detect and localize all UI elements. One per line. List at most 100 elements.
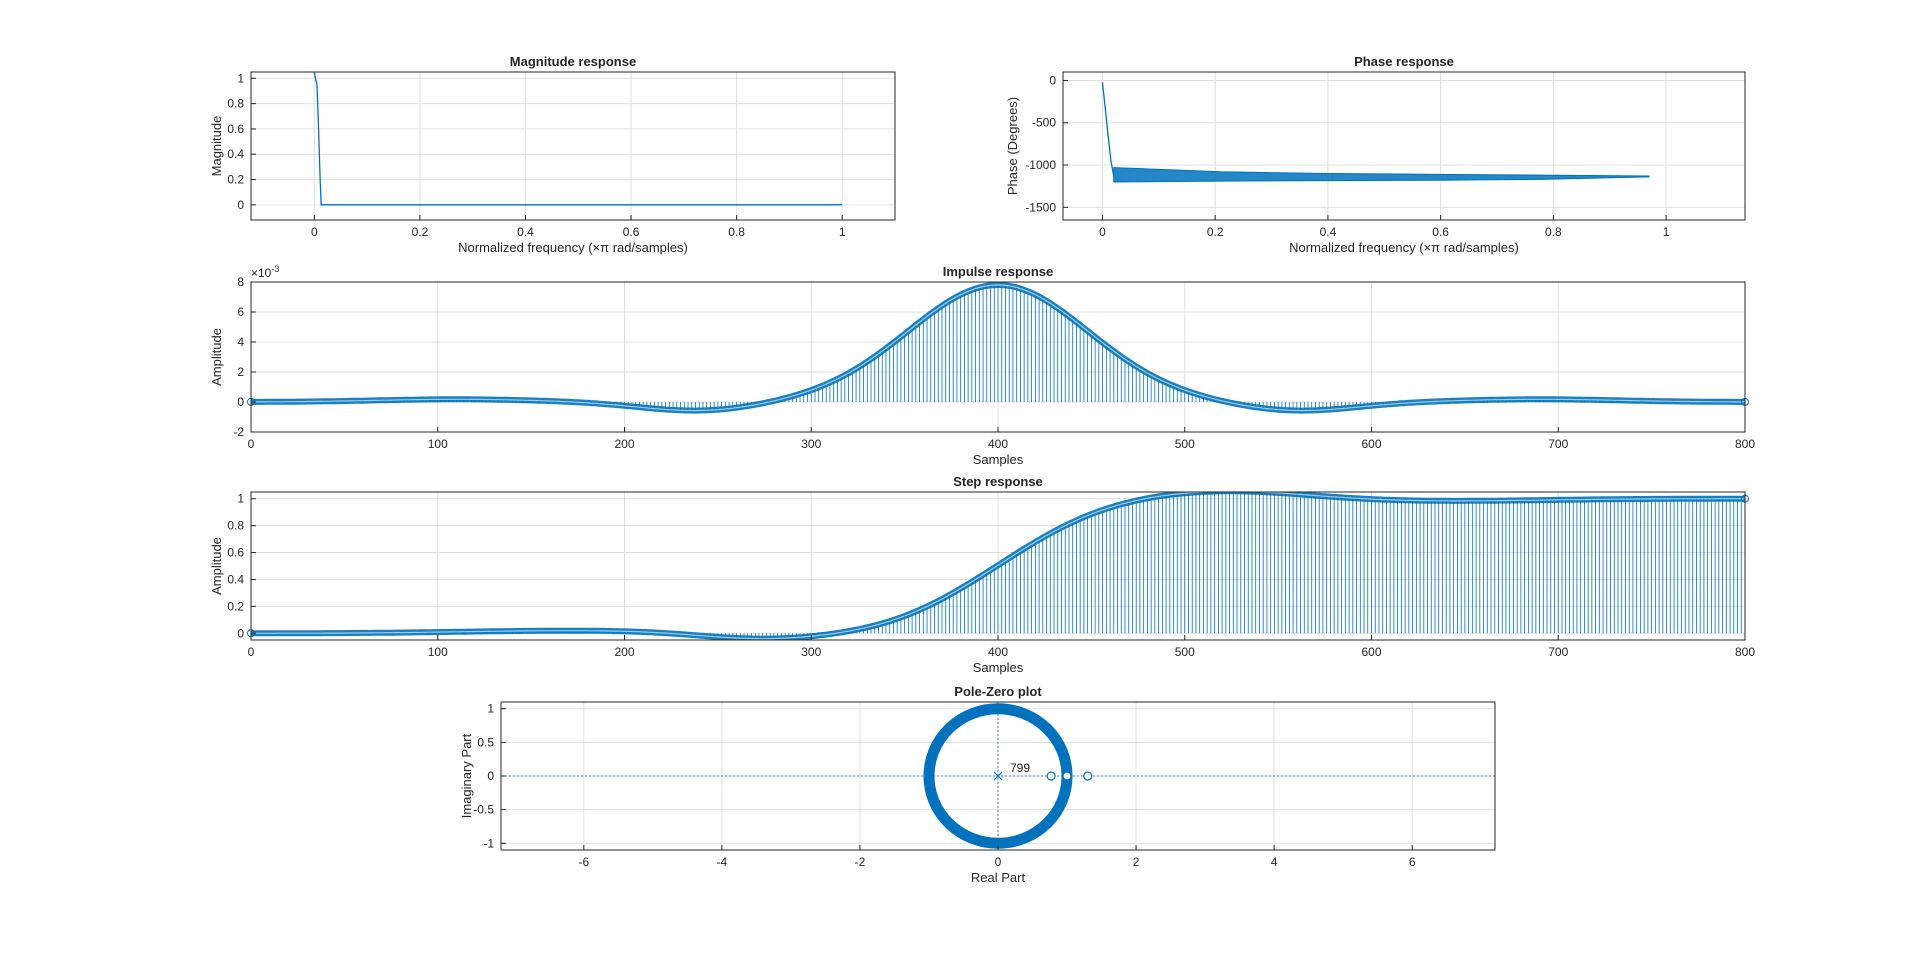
step-ytick-label: 0.6 <box>227 546 244 560</box>
magnitude-axes-box <box>250 71 896 221</box>
polezero-ytick-label: 0.5 <box>477 735 494 749</box>
impulse-chart: 0 100 200 300 400 500 600 700 800 -2 0 2 4 6 8 Impulse … <box>209 264 1755 467</box>
magnitude-title: Magnitude response <box>510 54 636 69</box>
impulse-xtick-label: 700 <box>1548 437 1568 451</box>
magnitude-ylabel: Magnitude <box>209 116 224 177</box>
step-xtick-label: 200 <box>614 645 634 659</box>
phase-xtick-label: 0.6 <box>1432 225 1449 239</box>
magnitude-ytick-label: 0.8 <box>227 97 244 111</box>
step-xtick-label: 300 <box>801 645 821 659</box>
phase-xtick-label: 0 <box>1099 225 1106 239</box>
step-plot-area <box>251 492 1745 640</box>
step-chart: 0 100 200 300 400 500 600 700 800 0 0.2 0.4 0.6 0.8 1 S… <box>209 474 1755 675</box>
phase-plot-area <box>1101 82 1650 183</box>
impulse-marker-highlight <box>251 284 1745 412</box>
phase-title: Phase response <box>1354 54 1454 69</box>
step-xtick-label: 400 <box>988 645 1008 659</box>
phase-axes-box <box>1062 71 1746 221</box>
step-xlabel: Samples <box>973 660 1024 675</box>
magnitude-xtick-label: 0.8 <box>728 225 745 239</box>
step-ytick-label: 1 <box>237 492 244 506</box>
step-title: Step response <box>953 474 1043 489</box>
polezero-title: Pole-Zero plot <box>954 684 1042 699</box>
phase-ytick-label: -1000 <box>1025 158 1056 172</box>
polezero-ytick-label: -1 <box>483 836 494 850</box>
magnitude-ytick-label: 1 <box>237 71 244 85</box>
impulse-ytick-label: 2 <box>237 365 244 379</box>
phase-chart: 0 0.2 0.4 0.6 0.8 1 0 -500 -1000 -1500 Phase respo… <box>1005 54 1746 255</box>
impulse-xtick-label: 200 <box>614 437 634 451</box>
impulse-xtick-label: 0 <box>248 437 255 451</box>
pz-zero <box>1083 771 1093 781</box>
impulse-ylabel: Amplitude <box>209 328 224 386</box>
step-ytick-label: 0.8 <box>227 519 244 533</box>
polezero-xtick-label: 0 <box>995 855 1002 869</box>
pz-zero <box>1062 771 1072 781</box>
pz-pole <box>993 771 1003 781</box>
magnitude-xtick-label: 0.4 <box>517 225 534 239</box>
impulse-ytick-label: 0 <box>237 395 244 409</box>
polezero-xtick-label: -6 <box>578 855 589 869</box>
phase-xtick-label: 1 <box>1663 225 1670 239</box>
phase-xtick-label: 0.4 <box>1320 225 1337 239</box>
impulse-ytick-label: 6 <box>237 305 244 319</box>
phase-line <box>1101 82 1115 177</box>
polezero-ylabel: Imaginary Part <box>459 733 474 818</box>
magnitude-ytick-label: 0.2 <box>227 173 244 187</box>
impulse-exponent: ×10-3 <box>251 264 279 280</box>
magnitude-xtick-label: 0.2 <box>412 225 429 239</box>
step-marker-highlight <box>251 492 1745 640</box>
impulse-xtick-label: 600 <box>1361 437 1381 451</box>
polezero-ytick-label: -0.5 <box>473 803 494 817</box>
impulse-ytick-label: -2 <box>233 425 244 439</box>
impulse-ytick-label: 4 <box>237 335 244 349</box>
step-xtick-label: 0 <box>248 645 255 659</box>
magnitude-plot-area <box>313 72 843 206</box>
step-xtick-label: 600 <box>1361 645 1381 659</box>
polezero-chart: 799 -6 -4 -2 0 2 4 6 -1 -0.5 0 0.5 1 Pole-Zero plot Re… <box>459 684 1496 885</box>
magnitude-xlabel: Normalized frequency (×π rad/samples) <box>458 240 688 255</box>
magnitude-xtick-label: 0.6 <box>623 225 640 239</box>
step-ytick-label: 0 <box>237 626 244 640</box>
step-xtick-label: 700 <box>1548 645 1568 659</box>
phase-xtick-label: 0.2 <box>1207 225 1224 239</box>
pz-zero <box>1046 771 1056 781</box>
phase-ytick-label: -500 <box>1032 116 1056 130</box>
impulse-exponent-base: ×10 <box>251 266 272 280</box>
impulse-xtick-label: 500 <box>1175 437 1195 451</box>
phase-xtick-label: 0.8 <box>1545 225 1562 239</box>
impulse-exponent-power: -3 <box>271 264 279 274</box>
phase-xlabel: Normalized frequency (×π rad/samples) <box>1289 240 1519 255</box>
step-xtick-label: 100 <box>428 645 448 659</box>
step-ytick-label: 0.4 <box>227 572 244 586</box>
step-ylabel: Amplitude <box>209 537 224 595</box>
magnitude-xtick-label: 1 <box>839 225 846 239</box>
phase-ytick-label: 0 <box>1049 73 1056 87</box>
impulse-ytick-label: 8 <box>237 275 244 289</box>
phase-band <box>1113 167 1650 183</box>
pz-pole-multiplicity: 799 <box>1010 761 1030 775</box>
magnitude-chart: 0 0.2 0.4 0.6 0.8 1 0 0.2 0.4 0.6 0.8 1 Magnitude re… <box>209 54 896 255</box>
step-xtick-label: 500 <box>1175 645 1195 659</box>
phase-ylabel: Phase (Degrees) <box>1005 97 1020 195</box>
phase-ytick-label: -1500 <box>1025 200 1056 214</box>
polezero-xtick-label: -4 <box>717 855 728 869</box>
impulse-plot-area <box>251 282 1745 414</box>
polezero-xlabel: Real Part <box>971 870 1026 885</box>
magnitude-ytick-label: 0.4 <box>227 147 244 161</box>
magnitude-xtick-label: 0 <box>311 225 318 239</box>
polezero-ytick-label: 1 <box>487 702 494 716</box>
magnitude-line <box>313 72 843 206</box>
polezero-plot-area <box>501 702 1495 850</box>
polezero-ytick-label: 0 <box>487 769 494 783</box>
polezero-xtick-label: 4 <box>1271 855 1278 869</box>
impulse-xlabel: Samples <box>973 452 1024 467</box>
step-xtick-label: 800 <box>1735 645 1755 659</box>
polezero-xtick-label: 2 <box>1133 855 1140 869</box>
impulse-xtick-label: 300 <box>801 437 821 451</box>
step-ytick-label: 0.2 <box>227 599 244 613</box>
polezero-xtick-label: 6 <box>1409 855 1416 869</box>
impulse-title: Impulse response <box>943 264 1054 279</box>
polezero-xtick-label: -2 <box>855 855 866 869</box>
magnitude-ytick-label: 0 <box>237 198 244 212</box>
